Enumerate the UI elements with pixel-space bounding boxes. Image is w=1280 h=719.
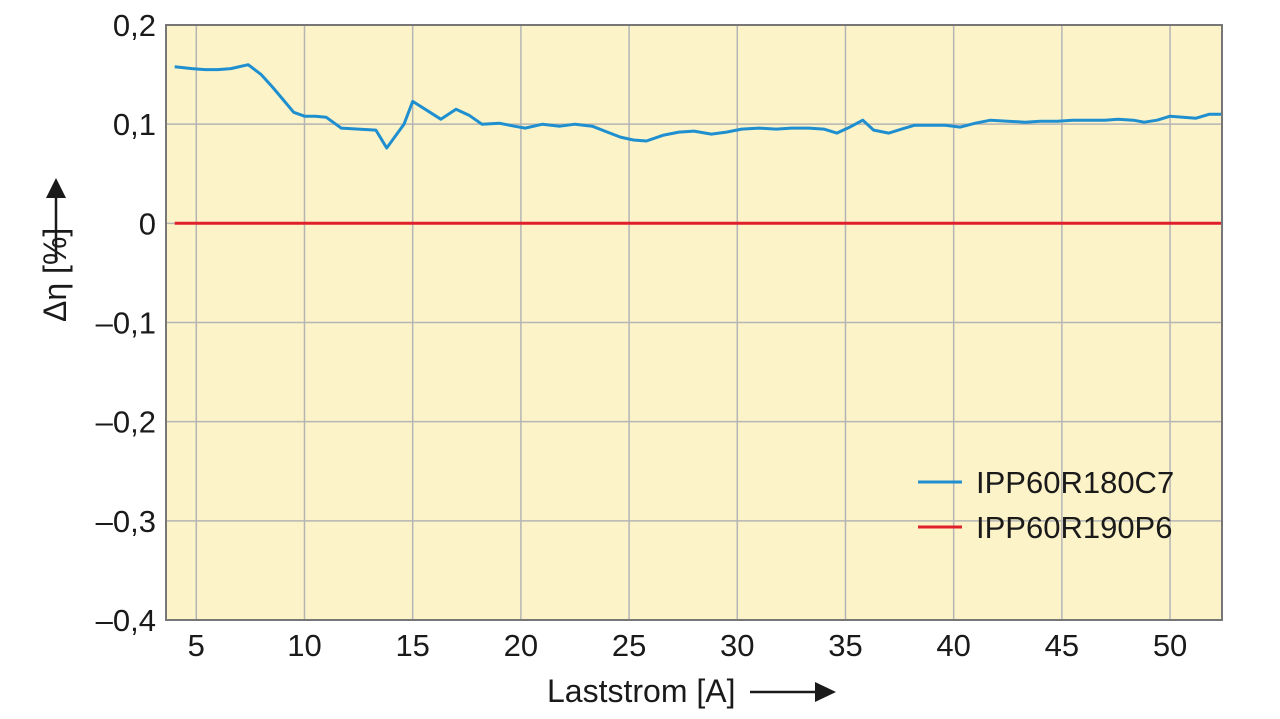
x-tick-label: 40 bbox=[936, 628, 970, 663]
x-axis-label: Laststrom [A] bbox=[547, 673, 736, 709]
x-tick-label: 45 bbox=[1045, 628, 1079, 663]
x-tick-label: 30 bbox=[720, 628, 754, 663]
y-tick-labels: 0,2 0,1 0 –0,1 –0,2 –0,3 –0,4 bbox=[96, 8, 156, 638]
x-tick-label: 50 bbox=[1153, 628, 1187, 663]
series-lines bbox=[174, 63, 1222, 225]
x-tick-label: 5 bbox=[188, 628, 205, 663]
x-tick-label: 20 bbox=[504, 628, 538, 663]
plot-frame bbox=[165, 24, 1223, 621]
y-tick-label: 0 bbox=[139, 206, 156, 241]
y-tick-label: –0,1 bbox=[96, 306, 156, 341]
series-line-ipp60r180c7 bbox=[174, 63, 1222, 150]
x-tick-label: 10 bbox=[287, 628, 321, 663]
x-tick-label: 15 bbox=[395, 628, 429, 663]
y-tick-label: 0,1 bbox=[113, 107, 156, 142]
legend: IPP60R180C7 IPP60R190P6 bbox=[918, 465, 1174, 545]
legend-label: IPP60R190P6 bbox=[976, 510, 1172, 545]
y-tick-label: –0,2 bbox=[96, 405, 156, 440]
x-axis-arrow bbox=[750, 682, 836, 702]
legend-label: IPP60R180C7 bbox=[976, 465, 1174, 500]
y-tick-label: –0,3 bbox=[96, 504, 156, 539]
y-tick-label: –0,4 bbox=[96, 603, 156, 638]
x-tick-label: 25 bbox=[612, 628, 646, 663]
x-tick-labels: 5 10 15 20 25 30 35 40 45 50 bbox=[188, 628, 1188, 663]
y-tick-label: 0,2 bbox=[113, 8, 156, 43]
x-tick-label: 35 bbox=[828, 628, 862, 663]
y-axis-arrow bbox=[46, 178, 66, 262]
